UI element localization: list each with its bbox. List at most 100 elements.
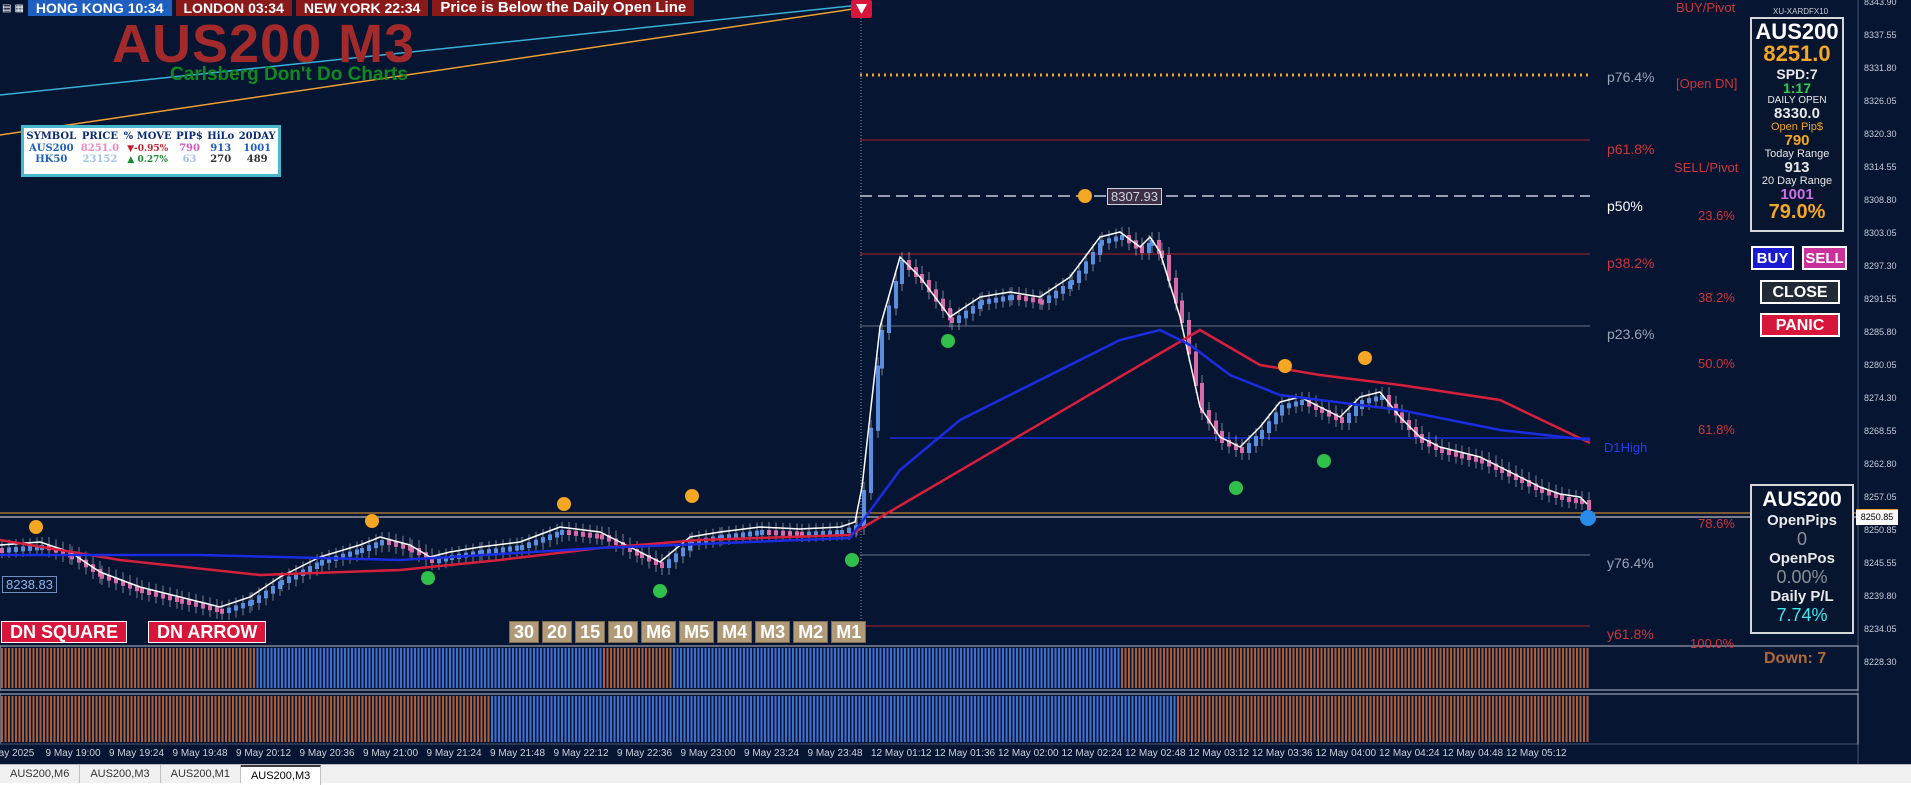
histogram-bar [774, 648, 777, 688]
info-pct: 79.0% [1768, 201, 1826, 223]
histogram-bar [1478, 696, 1480, 742]
histogram-bar [599, 696, 602, 742]
histogram-bar [421, 696, 423, 742]
tf-m6[interactable]: M6 [641, 621, 677, 643]
histogram-bar [1082, 648, 1085, 688]
tf-m1[interactable]: M1 [831, 621, 867, 643]
tab-aus200-m6[interactable]: AUS200,M6 [0, 765, 81, 783]
histogram-bar [1103, 648, 1106, 688]
candle-body [257, 595, 261, 603]
histogram-bar [256, 696, 259, 742]
histogram-bar [354, 696, 357, 742]
candle-body [1214, 420, 1218, 434]
session-hongkong: HONG KONG 10:34 [27, 0, 172, 16]
candle-body [1307, 400, 1311, 407]
menu-icon[interactable]: ▤ [2, 2, 12, 14]
histogram-bar [683, 648, 686, 688]
histogram-bar [827, 648, 829, 688]
candle-body [1560, 494, 1564, 500]
candle-body [1061, 286, 1065, 294]
histogram-bar [1002, 696, 1004, 742]
fib-label-p382: p38.2% [1607, 255, 1655, 271]
tab-aus200-m3[interactable]: AUS200,M3 [80, 765, 161, 783]
histogram-bar [739, 696, 742, 742]
histogram-bar [386, 648, 388, 688]
candle-body [501, 547, 505, 553]
candle-body [1287, 403, 1291, 409]
chart-icon[interactable]: ▦ [14, 2, 24, 14]
candle-body [835, 530, 839, 536]
histogram-bar [1278, 648, 1281, 688]
buy-pivot-label: BUY/Pivot [1676, 0, 1736, 15]
tf-m2[interactable]: M2 [793, 621, 829, 643]
tf-15[interactable]: 15 [575, 621, 606, 643]
histogram-bar [1446, 696, 1449, 742]
cell-price: 8251.0 [80, 143, 120, 154]
histogram-bar [249, 648, 252, 688]
histogram-bar [85, 696, 87, 742]
table-row[interactable]: AUS200 8251.0 ▼-0.95% 790 913 1001 [24, 143, 278, 154]
dn-square-button[interactable]: DN SQUARE [1, 621, 128, 643]
fib-label-p764: p76.4% [1607, 69, 1655, 85]
sell-button[interactable]: SELL [1802, 246, 1847, 270]
close-button[interactable]: CLOSE [1760, 280, 1840, 304]
histogram-bar [127, 648, 129, 688]
candle-body [1460, 453, 1464, 459]
histogram-bar [1548, 648, 1550, 688]
histogram-bar [995, 696, 997, 742]
tf-10[interactable]: 10 [608, 621, 639, 643]
candle-body [941, 298, 945, 311]
tf-30[interactable]: 30 [509, 621, 540, 643]
histogram-bar [1397, 648, 1400, 688]
candle-body [360, 548, 364, 553]
price-chart[interactable] [0, 0, 1911, 764]
histogram-bar [148, 648, 150, 688]
histogram-bar [1383, 696, 1386, 742]
histogram-bar [1397, 696, 1400, 742]
histogram-bar [1110, 696, 1113, 742]
histogram-bar [428, 648, 430, 688]
tf-20[interactable]: 20 [542, 621, 573, 643]
signal-dot-green [653, 584, 667, 598]
candle-body [135, 585, 139, 592]
histogram-bar [1506, 648, 1508, 688]
candle-body [1580, 499, 1584, 505]
buy-button[interactable]: BUY [1751, 246, 1794, 270]
candle-body [1320, 407, 1324, 413]
histogram-bar [1271, 648, 1274, 688]
candle-body [401, 543, 405, 549]
histogram-bar [1520, 696, 1522, 742]
tab-aus200-m1[interactable]: AUS200,M1 [161, 765, 241, 783]
tf-m4[interactable]: M4 [717, 621, 753, 643]
candle-body [1068, 281, 1072, 289]
histogram-bar [1296, 696, 1298, 742]
histogram-bar [1478, 648, 1480, 688]
histogram-bar [627, 648, 630, 688]
tf-m5[interactable]: M5 [679, 621, 715, 643]
candle-body [1327, 410, 1331, 417]
candle-body [70, 554, 74, 560]
histogram-bar [1411, 648, 1414, 688]
col-hilo: HiLo [207, 131, 235, 142]
histogram-bar [1261, 696, 1263, 742]
histogram-bar [1033, 696, 1036, 742]
histogram-bar [694, 696, 696, 742]
histogram-bar [638, 696, 640, 742]
tf-m3[interactable]: M3 [755, 621, 791, 643]
histogram-bar [1303, 696, 1305, 742]
tab-aus200-m3-active[interactable]: AUS200,M3 [240, 765, 322, 785]
histogram-bar [732, 696, 735, 742]
histogram-bar [655, 648, 658, 688]
histogram-bar [1219, 648, 1221, 688]
table-row[interactable]: HK50 23152 ▲ 0.27% 63 270 489 [24, 154, 278, 165]
panic-button[interactable]: PANIC [1760, 313, 1840, 337]
dn-arrow-button[interactable]: DN ARROW [148, 621, 267, 643]
histogram-bar [1233, 648, 1235, 688]
histogram-bar [382, 696, 385, 742]
histogram-bar [1166, 648, 1169, 688]
candle-body [1194, 351, 1198, 386]
chart-area[interactable]: ▤ ▦ HONG KONG 10:34 LONDON 03:34 NEW YOR… [0, 0, 1911, 764]
histogram-bar [330, 696, 332, 742]
histogram-bar [358, 696, 360, 742]
histogram-bar [305, 696, 308, 742]
